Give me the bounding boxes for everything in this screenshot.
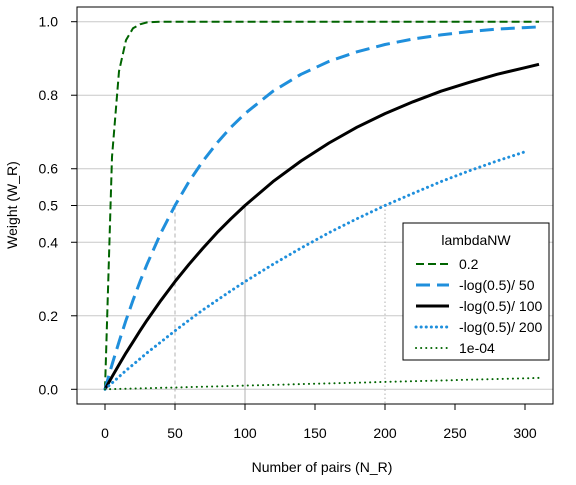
y-tick-label-0: 0.0 xyxy=(39,381,59,397)
series-line-3 xyxy=(103,150,527,391)
x-axis: 0 50 100 150 200 250 300 xyxy=(101,403,537,441)
legend-entry-2: -log(0.5)/ 100 xyxy=(459,298,542,314)
y-tick-label-3: 0.5 xyxy=(39,198,59,214)
series-line-4 xyxy=(104,376,540,391)
y-tick-label-2: 0.4 xyxy=(39,234,59,250)
legend-entry-1: -log(0.5)/ 50 xyxy=(459,277,535,293)
x-tick-label-150: 150 xyxy=(303,425,327,441)
x-tick-label-0: 0 xyxy=(101,425,109,441)
legend-title: lambdaNW xyxy=(441,232,511,248)
y-axis: 0.0 0.2 0.4 0.5 0.6 0.8 1.0 xyxy=(39,14,78,397)
series-line-1 xyxy=(103,25,540,390)
series-line-0 xyxy=(104,20,539,390)
y-axis-label: Weight (W_R) xyxy=(4,161,20,249)
x-axis-label: Number of pairs (N_R) xyxy=(252,459,393,475)
series-layer xyxy=(103,20,540,391)
legend: lambdaNW 0.2 -log(0.5)/ 50 -log(0.5)/ 100 -l… xyxy=(402,222,550,361)
y-tick-label-6: 1.0 xyxy=(39,14,59,30)
legend-entry-4: 1e-04 xyxy=(459,340,495,356)
x-tick-label-100: 100 xyxy=(233,425,257,441)
legend-entry-0: 0.2 xyxy=(459,256,479,272)
x-tick-label-50: 50 xyxy=(167,425,183,441)
series-line-2 xyxy=(103,62,540,391)
reference-lines xyxy=(174,205,386,404)
x-tick-label-250: 250 xyxy=(443,425,467,441)
y-tick-label-1: 0.2 xyxy=(39,308,59,324)
y-tick-label-5: 0.8 xyxy=(39,87,59,103)
legend-box xyxy=(402,222,550,361)
y-tick-label-4: 0.6 xyxy=(39,161,59,177)
x-tick-label-300: 300 xyxy=(513,425,537,441)
x-tick-label-200: 200 xyxy=(373,425,397,441)
legend-entry-3: -log(0.5)/ 200 xyxy=(459,319,542,335)
